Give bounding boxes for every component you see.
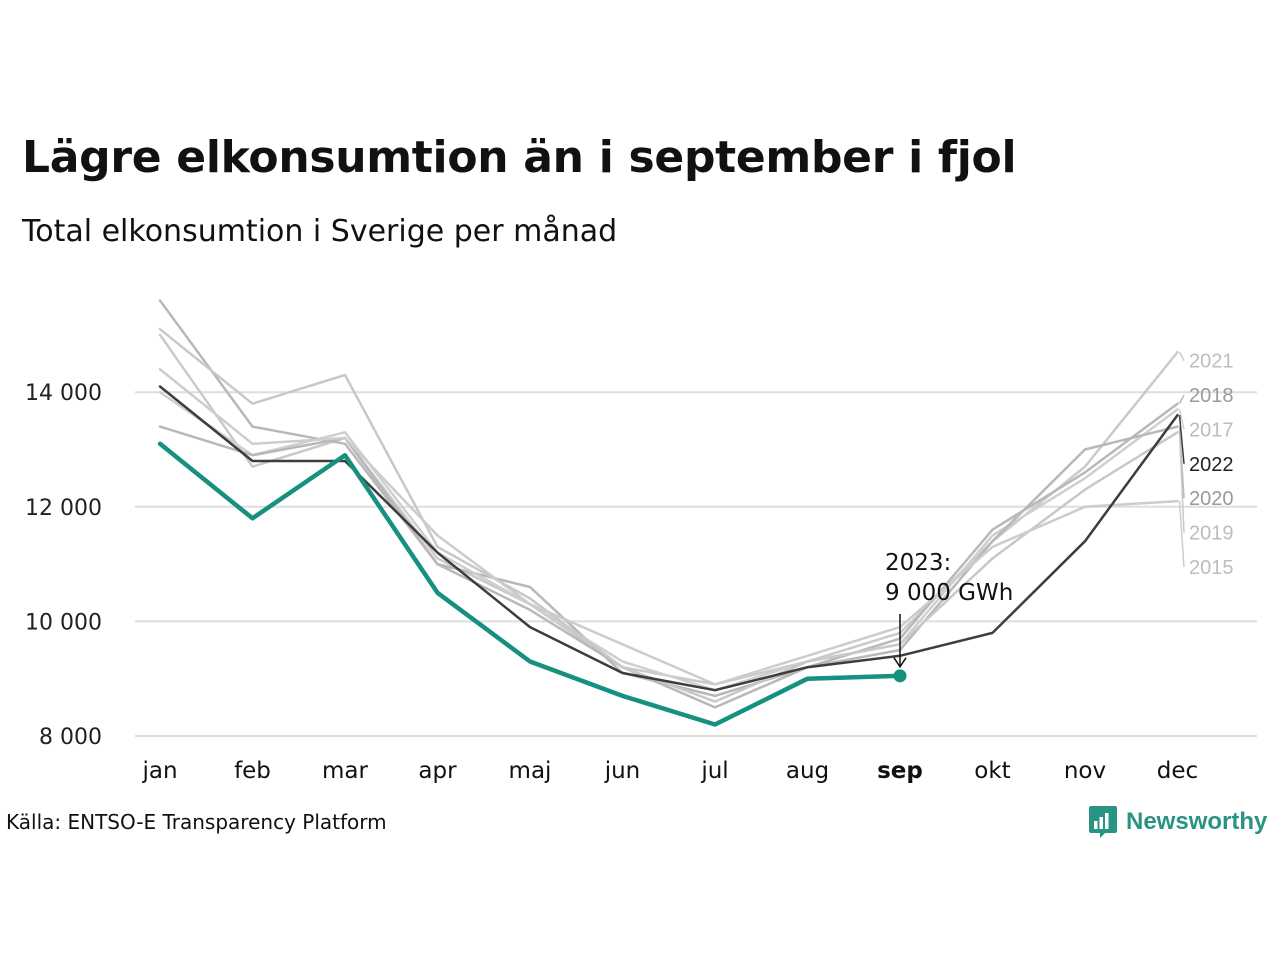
x-tick-label-feb: feb xyxy=(234,758,271,784)
label-leader-2019 xyxy=(1178,432,1185,533)
series-lines xyxy=(157,299,1179,727)
x-tick-label-nov: nov xyxy=(1064,758,1106,784)
x-tick-label-apr: apr xyxy=(418,758,457,784)
x-tick-label-jan: jan xyxy=(141,758,177,784)
x-tick-label-sep: sep xyxy=(877,758,923,784)
newsworthy-logo-icon xyxy=(1089,806,1117,838)
series-line-2023 xyxy=(157,441,903,727)
series-label-2022: 2022 xyxy=(1189,454,1234,476)
x-tick-label-okt: okt xyxy=(974,758,1010,784)
series-label-2015: 2015 xyxy=(1189,557,1234,579)
chart-subtitle: Total elkonsumtion i Sverige per månad xyxy=(22,214,618,249)
annotation-arrow-head xyxy=(893,657,907,669)
x-tick-label-dec: dec xyxy=(1157,758,1198,784)
chart-title: Lägre elkonsumtion än i september i fjol xyxy=(22,132,1017,183)
label-leader-2018 xyxy=(1178,394,1185,405)
label-leader-2022 xyxy=(1178,415,1185,464)
y-tick-label: 10 000 xyxy=(25,610,102,635)
annotation-label-value: 9 000 GWh xyxy=(885,580,1013,606)
series-line-2022 xyxy=(158,385,1179,692)
source-note: Källa: ENTSO-E Transparency Platform xyxy=(6,810,387,834)
x-tick-label-mar: mar xyxy=(322,758,368,784)
series-label-2018: 2018 xyxy=(1189,385,1234,407)
series-line-2020 xyxy=(158,425,1179,709)
series-labels: 2021 2018 2017 2020 2019 2015 2022 xyxy=(1178,351,1234,579)
data-point-2023-last xyxy=(893,669,907,683)
brand-logo[interactable]: Newsworthy xyxy=(1088,804,1267,840)
y-tick-label: 8 000 xyxy=(39,725,102,750)
x-axis: jan feb mar apr maj jun jul aug sep okt nov dec xyxy=(141,758,1198,784)
x-tick-label-jun: jun xyxy=(604,758,641,784)
label-leader-2017 xyxy=(1178,409,1185,430)
series-line-2015 xyxy=(158,368,1179,686)
x-tick-label-maj: maj xyxy=(509,758,552,784)
gridlines xyxy=(135,391,1257,737)
label-leader-2015 xyxy=(1178,501,1185,568)
series-label-2017: 2017 xyxy=(1189,419,1234,441)
annotation-label-year: 2023: xyxy=(885,550,951,576)
series-label-2020: 2020 xyxy=(1189,488,1234,510)
brand-name: Newsworthy xyxy=(1126,808,1268,835)
series-label-2021: 2021 xyxy=(1189,351,1234,373)
y-tick-label: 14 000 xyxy=(25,381,102,406)
y-axis: 8 000 10 000 12 000 14 000 xyxy=(25,381,102,750)
series-label-2019: 2019 xyxy=(1189,523,1234,545)
label-leader-2021 xyxy=(1178,351,1185,362)
annotation: 2023: 9 000 GWh xyxy=(885,550,1013,669)
y-tick-label: 12 000 xyxy=(25,496,102,521)
series-line-2019 xyxy=(158,327,1179,703)
series-line-2018 xyxy=(158,299,1179,698)
x-tick-label-jul: jul xyxy=(700,758,728,784)
x-tick-label-aug: aug xyxy=(786,758,829,784)
